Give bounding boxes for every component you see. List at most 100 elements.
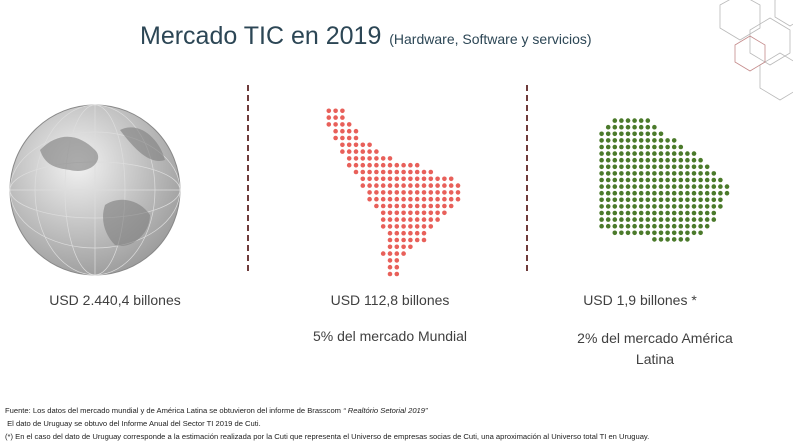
map-dot [685, 217, 690, 222]
map-dot [718, 184, 723, 189]
map-dot [685, 223, 690, 229]
map-dot [394, 244, 400, 250]
map-dot [619, 124, 624, 130]
map-dot [652, 210, 657, 216]
map-dot [374, 190, 379, 195]
map-dot [678, 164, 684, 170]
map-dot [394, 258, 400, 263]
map-dot [612, 210, 618, 216]
map-dot [374, 156, 379, 161]
map-dot [435, 183, 440, 188]
map-dot [340, 149, 345, 154]
map-dot [340, 128, 345, 134]
map-dot [619, 151, 624, 156]
map-dot [665, 157, 670, 163]
map-dot [374, 203, 379, 209]
map-dot [353, 128, 359, 134]
map-dot [619, 138, 624, 143]
map-dot [605, 223, 611, 229]
map-dot [638, 184, 644, 189]
map-dot [448, 196, 454, 202]
map-dot [442, 196, 447, 202]
map-dot [414, 196, 420, 202]
map-dot [718, 197, 723, 203]
map-dot [428, 210, 434, 216]
map-dot [612, 151, 618, 156]
map-dot [612, 204, 618, 209]
map-dot [678, 204, 684, 209]
map-dot [658, 223, 664, 229]
map-dot [333, 115, 338, 120]
map-dot [605, 217, 611, 222]
map-dot [632, 230, 637, 236]
map-dot [408, 203, 413, 209]
map-dot [638, 190, 644, 196]
map-dot [455, 190, 461, 195]
map-dot [671, 157, 677, 163]
map-dot [367, 196, 372, 202]
map-dot [619, 118, 624, 123]
map-dot [421, 183, 427, 188]
map-dot [605, 171, 611, 176]
map-dot [671, 230, 677, 236]
map-dot [671, 144, 677, 150]
footnote: El dato de Uruguay se obtuvo del Informe… [5, 419, 261, 428]
map-dot [698, 184, 703, 189]
map-dot [632, 157, 637, 163]
map-dot [698, 217, 703, 222]
map-dot [448, 203, 454, 209]
map-dot [346, 142, 352, 148]
map-dot [605, 190, 611, 196]
map-dot [685, 190, 690, 196]
latin-america-map [326, 108, 461, 277]
map-dot [619, 197, 624, 203]
map-dot [421, 224, 427, 229]
map-dot [632, 131, 637, 137]
map-dot [704, 171, 710, 176]
map-dot [645, 204, 651, 209]
map-dot [394, 217, 400, 222]
map-dot [387, 251, 393, 256]
map-dot [605, 177, 611, 183]
map-dot [353, 142, 359, 148]
map-dot [401, 230, 406, 236]
map-dot [698, 210, 703, 216]
map-dot [374, 169, 379, 175]
map-dot [652, 237, 657, 242]
map-dot [619, 204, 624, 209]
map-dot [421, 230, 427, 236]
map-dot [671, 177, 677, 183]
title: Mercado TIC en 2019 [140, 22, 382, 50]
map-dot [665, 197, 670, 203]
map-dot [619, 230, 624, 236]
map-dot [428, 190, 434, 195]
map-dot [658, 131, 664, 137]
map-dot [645, 217, 651, 222]
map-dot [380, 251, 386, 256]
map-dot [605, 131, 611, 137]
map-dot [678, 210, 684, 216]
map-dot [691, 223, 697, 229]
map-dot [704, 190, 710, 196]
map-dot [691, 230, 697, 236]
map-dot [671, 164, 677, 170]
map-dot [665, 190, 670, 196]
map-dot [367, 183, 372, 188]
map-dot [394, 251, 400, 256]
map-dot [394, 183, 400, 188]
map-dot [638, 217, 644, 222]
map-dot [387, 258, 393, 263]
map-dot [645, 177, 651, 183]
map-dot [612, 171, 618, 176]
map-dot [401, 237, 406, 243]
map-dot [360, 149, 366, 154]
map-dot [619, 210, 624, 216]
map-dot [671, 190, 677, 196]
map-dot [638, 138, 644, 143]
map-dot [625, 138, 631, 143]
map-dot [678, 237, 684, 242]
map-dot [401, 244, 406, 250]
map-dot [605, 144, 611, 150]
map-dot [678, 144, 684, 150]
map-dot [645, 210, 651, 216]
